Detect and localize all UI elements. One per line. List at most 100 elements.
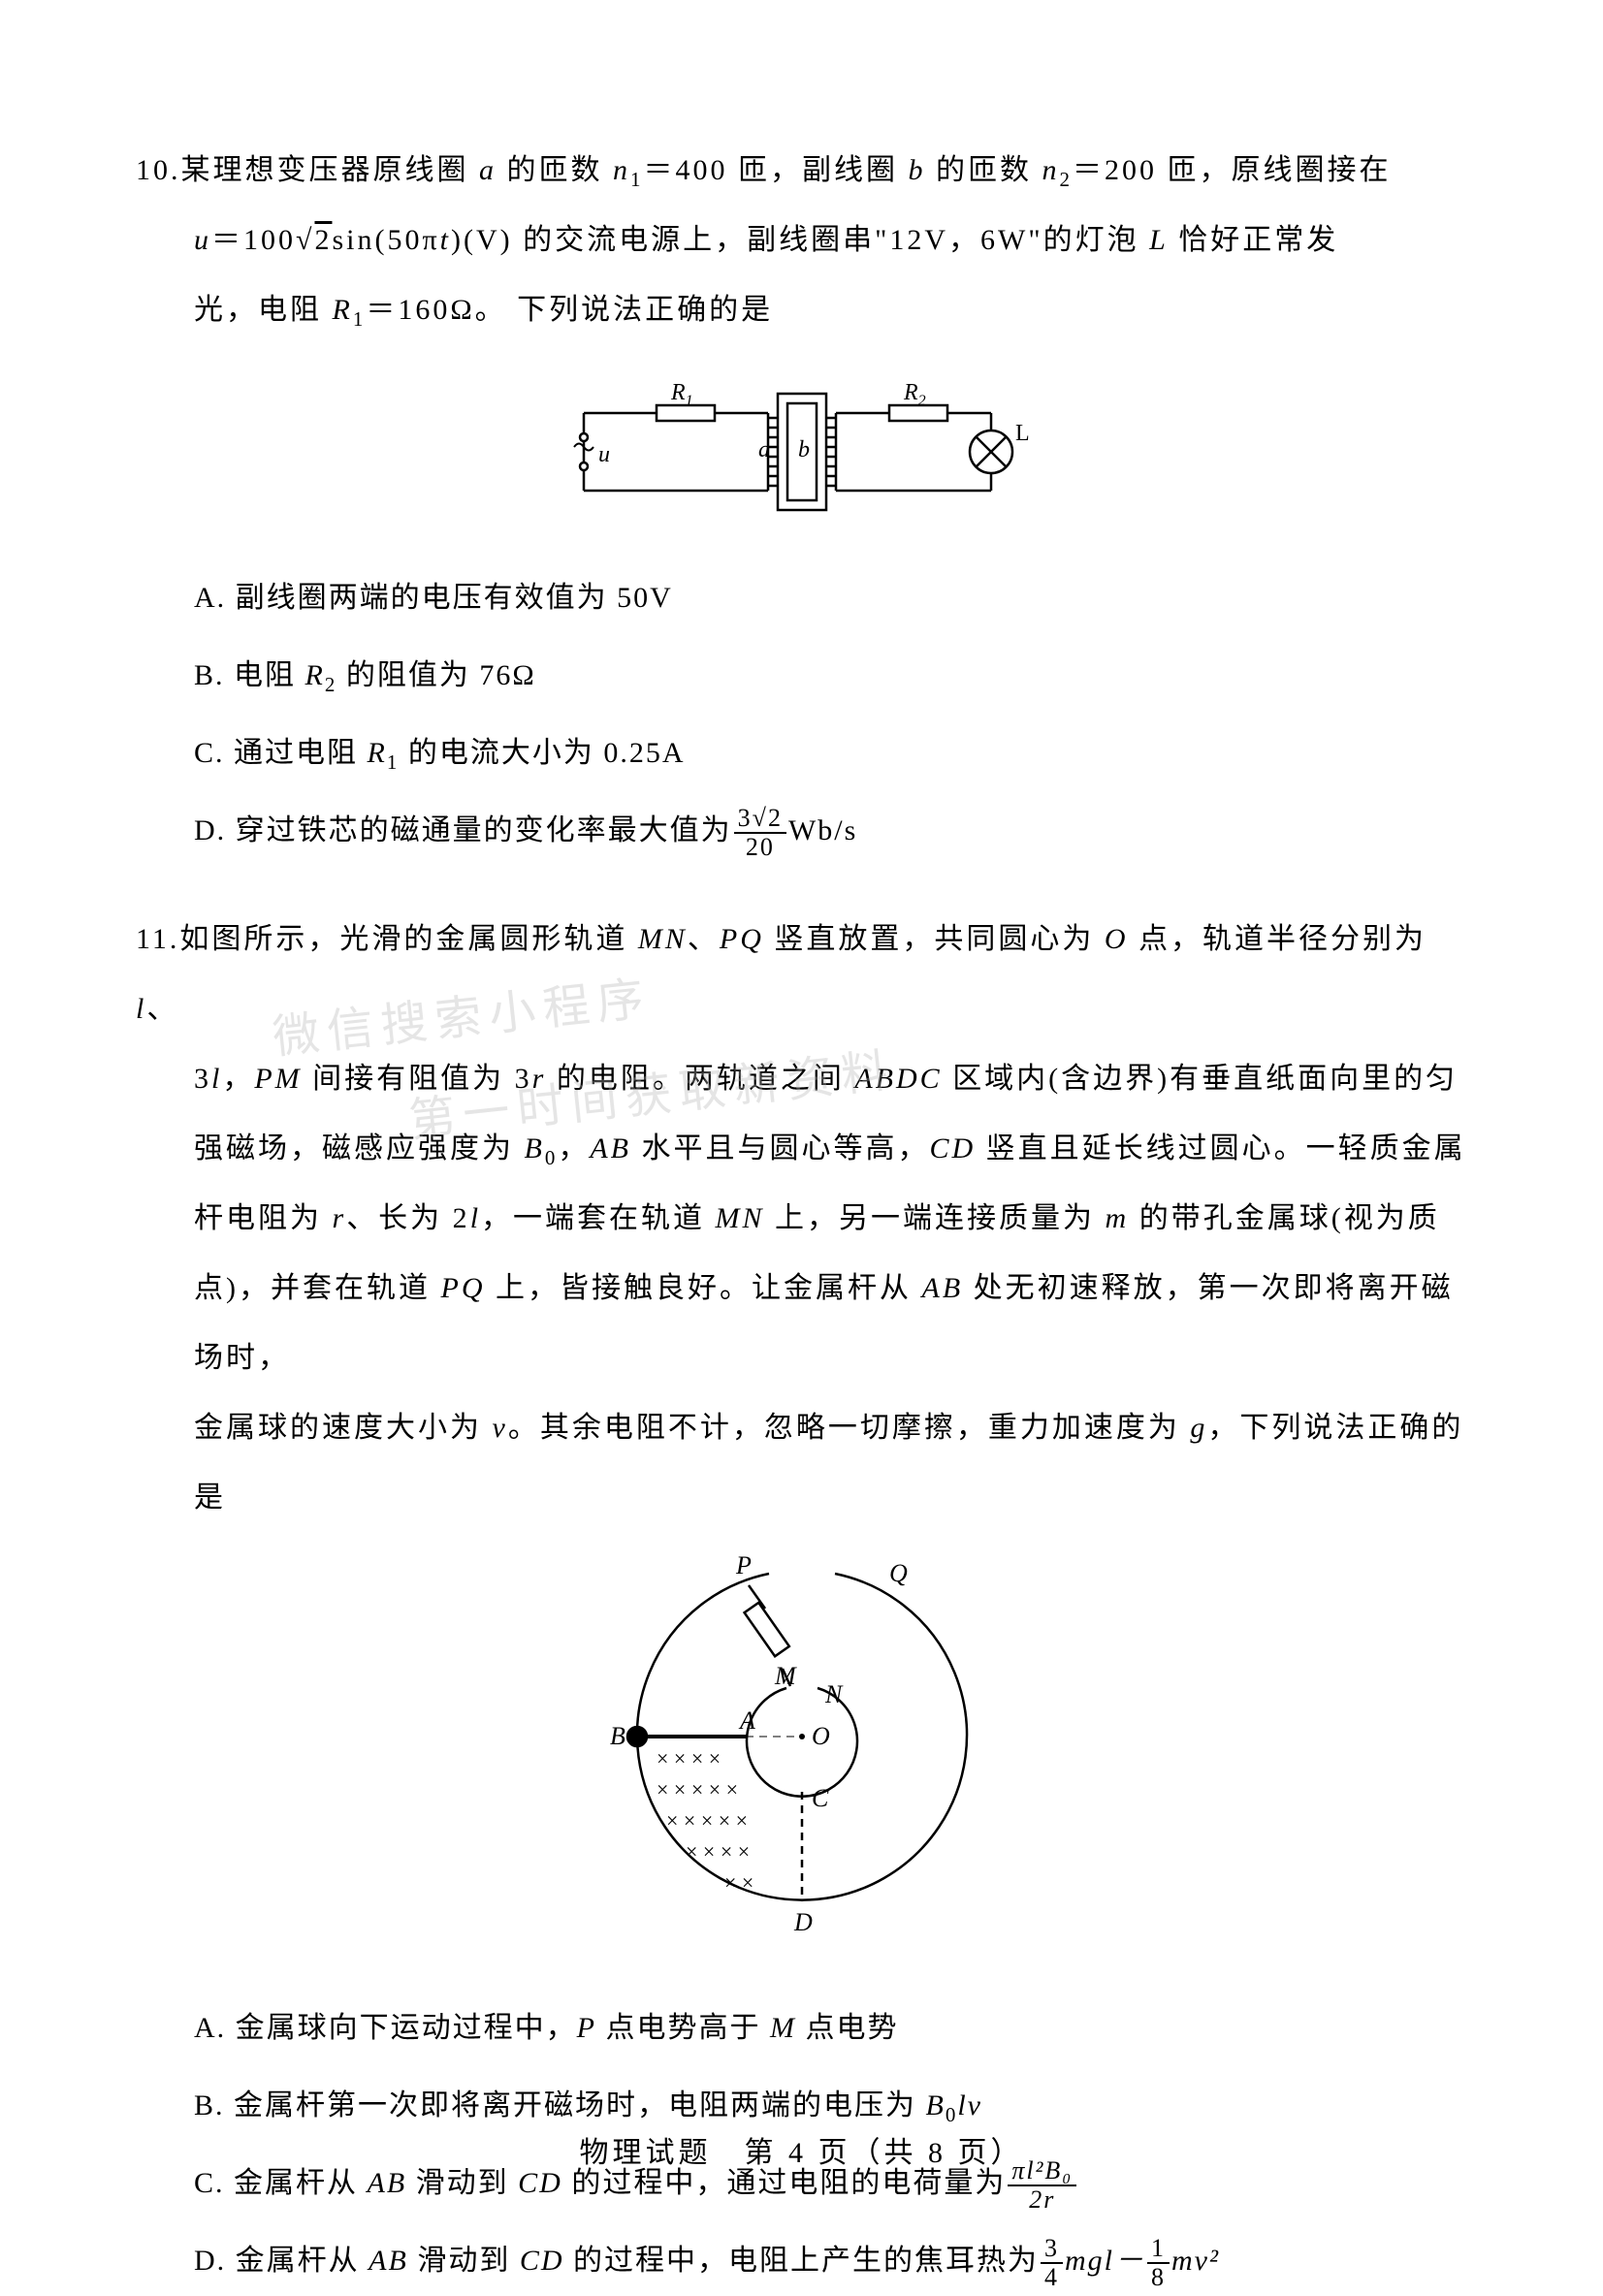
label-r2: R2 — [903, 380, 926, 409]
q10-optd-b: Wb/s — [788, 814, 857, 846]
q11-l2a: 3 — [194, 1063, 211, 1095]
q10-line2: u＝100√2sin(50πt)(V) 的交流电源上，副线圈串"12V，6W"的… — [136, 206, 1467, 275]
q11-opta-b: 点电势高于 — [596, 2012, 770, 2044]
q11-l2b: ， — [222, 1063, 254, 1095]
svg-text:× × × ×: × × × × — [657, 1746, 721, 1770]
q10-optd-num: 3√2 — [734, 805, 786, 835]
q11-l2c: 间接有阻值为 3 — [303, 1063, 532, 1095]
page-footer: 物理试题 第 4 页（共 8 页） — [0, 2128, 1603, 2171]
q11-diagram: × × × × × × × × × × × × × × × × × × × × … — [136, 1552, 1467, 1974]
q10-opt-d: D. 穿过铁芯的磁通量的变化率最大值为3√220Wb/s — [194, 796, 1467, 866]
q11-optd-f1n: 3 — [1041, 2235, 1063, 2265]
q11-l3b: ， — [558, 1132, 590, 1164]
q10-t1: 某理想变压器原线圈 — [181, 154, 480, 186]
label-a: a — [758, 437, 770, 462]
q11-optc-b: 滑动到 — [406, 2167, 518, 2199]
q10-optb-b: 的阻值为 76Ω — [337, 659, 535, 691]
lbl-m: M — [774, 1662, 797, 1690]
q11-optc-c: 的过程中，通过电阻的电荷量为 — [562, 2167, 1007, 2199]
q10-line3: 光，电阻 R1＝160Ω。 下列说法正确的是 — [136, 275, 1467, 345]
q10-opt-c: C. 通过电阻 R1 的电流大小为 0.25A — [194, 718, 1467, 788]
lbl-a: A — [738, 1706, 755, 1735]
q10-diagram: u R1 a b R2 L — [136, 365, 1467, 544]
q11-optd-f1d: 4 — [1041, 2264, 1063, 2292]
q10-l3a: 光，电阻 — [194, 294, 333, 326]
q11-l5b: 上，皆接触良好。让金属杆从 — [486, 1272, 922, 1304]
q10-optc-a: C. 通过电阻 — [194, 737, 368, 769]
q11-optb-a: B. 金属杆第一次即将离开磁场时，电阻两端的电压为 — [194, 2089, 926, 2121]
svg-text:× × × ×: × × × × — [686, 1839, 750, 1864]
q11-l4c: ，一端套在轨道 — [481, 1202, 716, 1234]
q10-t4: 的匝数 — [926, 154, 1042, 186]
q10-t5: ＝200 匝，原线圈接在 — [1073, 154, 1392, 186]
q11-opt-a: A. 金属球向下运动过程中，P 点电势高于 M 点电势 — [194, 1993, 1467, 2063]
q11-optd-b: 滑动到 — [408, 2245, 520, 2277]
q11-l4d: 上，另一端连接质量为 — [765, 1202, 1106, 1234]
q10-number: 10. — [136, 154, 181, 186]
q11-l3a: 强磁场，磁感应强度为 — [194, 1132, 525, 1164]
q10-optd-a: D. 穿过铁芯的磁通量的变化率最大值为 — [194, 814, 732, 846]
q10-optd-den: 20 — [734, 834, 786, 862]
q11-l2d: 的电阻。两轨道之间 — [546, 1063, 854, 1095]
svg-text:× × × × ×: × × × × × — [666, 1808, 748, 1833]
q10-opt-a: A. 副线圈两端的电压有效值为 50V — [194, 563, 1467, 633]
label-b: b — [798, 437, 810, 462]
q11-line4: 杆电阻为 r、长为 2l，一端套在轨道 MN 上，另一端连接质量为 m 的带孔金… — [136, 1184, 1467, 1254]
q11-line5: 点)，并套在轨道 PQ 上，皆接触良好。让金属杆从 AB 处无初速释放，第一次即… — [136, 1254, 1467, 1393]
q11-l1a: 如图所示，光滑的金属圆形轨道 — [179, 923, 638, 955]
question-10: 10.某理想变压器原线圈 a 的匝数 n1＝400 匝，副线圈 b 的匝数 n2… — [136, 136, 1467, 866]
q10-optb-a: B. 电阻 — [194, 659, 305, 691]
q11-l1d: 点，轨道半径分别为 — [1129, 923, 1427, 955]
label-r1: R1 — [670, 380, 693, 409]
q10-opt-b: B. 电阻 R2 的阻值为 76Ω — [194, 641, 1467, 711]
q11-optd-mid: mgl－ — [1065, 2245, 1145, 2277]
q10-t2: 的匝数 — [497, 154, 613, 186]
label-u: u — [598, 442, 610, 467]
q11-l4b: 、长为 2 — [346, 1202, 470, 1234]
q11-l1b: 、 — [688, 923, 720, 955]
q11-opta-c: 点电势 — [796, 2012, 899, 2044]
q11-line2: 3l，PM 间接有阻值为 3r 的电阻。两轨道之间 ABDC 区域内(含边界)有… — [136, 1044, 1467, 1114]
q11-optc-den: 2r — [1029, 2185, 1055, 2214]
q11-l5a: 点)，并套在轨道 — [194, 1272, 441, 1304]
q11-optd-a: D. 金属杆从 — [194, 2245, 369, 2277]
q11-l4a: 杆电阻为 — [194, 1202, 333, 1234]
q10-t3: ＝400 匝，副线圈 — [644, 154, 909, 186]
q11-l4e: 的带孔金属球(视为质 — [1129, 1202, 1440, 1234]
q11-l3d: 竖直且延长线过圆心。一轻质金属 — [976, 1132, 1466, 1164]
q11-l2e: 区域内(含边界)有垂直纸面向里的匀 — [943, 1063, 1458, 1095]
q11-optd-c: 的过程中，电阻上产生的焦耳热为 — [564, 2245, 1040, 2277]
lbl-p: P — [735, 1552, 752, 1579]
q11-l1c: 竖直放置，共同圆心为 — [764, 923, 1105, 955]
transformer-circuit-svg: u R1 a b R2 L — [530, 365, 1074, 539]
svg-text:× × × × ×: × × × × × — [657, 1777, 738, 1802]
q11-optd-f2n: 1 — [1147, 2235, 1170, 2265]
lbl-n: N — [824, 1680, 844, 1708]
lbl-d: D — [793, 1908, 813, 1936]
q11-l1e: 、 — [146, 993, 178, 1025]
q10-l2d: 恰好正常发 — [1169, 224, 1339, 256]
lbl-q: Q — [889, 1559, 908, 1587]
q10-options: A. 副线圈两端的电压有效值为 50V B. 电阻 R2 的阻值为 76Ω C.… — [136, 563, 1467, 866]
lbl-o: O — [812, 1722, 830, 1750]
q10-l3b: ＝160Ω。 下列说法正确的是 — [366, 294, 773, 326]
lbl-bb: B — [610, 1722, 625, 1750]
q11-line6: 金属球的速度大小为 v。其余电阻不计，忽略一切摩擦，重力加速度为 g，下列说法正… — [136, 1393, 1467, 1533]
q11-line3: 强磁场，磁感应强度为 B0，AB 水平且与圆心等高，CD 竖直且延长线过圆心。一… — [136, 1114, 1467, 1184]
label-l: L — [1015, 421, 1030, 446]
q11-l3c: 水平且与圆心等高， — [631, 1132, 930, 1164]
question-11: 11.如图所示，光滑的金属圆形轨道 MN 、 P Q 竖直放置，共同圆心为 O 点，轨… — [136, 905, 1467, 2296]
q10-l2b: sin(50π — [332, 224, 439, 256]
svg-text:× ×: × × — [724, 1870, 753, 1895]
q11-opt-d: D. 金属杆从 AB 滑动到 CD 的过程中，电阻上产生的焦耳热为34mgl－1… — [194, 2226, 1467, 2296]
q11-number: 11. — [136, 923, 179, 955]
q11-l6a: 金属球的速度大小为 — [194, 1412, 493, 1444]
q10-l2a: ＝100 — [211, 224, 296, 256]
q11-line1: 11.如图所示，光滑的金属圆形轨道 MN、PQ 竖直放置，共同圆心为 O 点，轨… — [136, 905, 1467, 1044]
lbl-c: C — [812, 1784, 829, 1812]
q11-opta-a: A. 金属球向下运动过程中， — [194, 2012, 577, 2044]
q10-optc-b: 的电流大小为 0.25A — [399, 737, 685, 769]
q10-stem: 10.某理想变压器原线圈 a 的匝数 n1＝400 匝，副线圈 b 的匝数 n2… — [136, 136, 1467, 206]
q11-optc-a: C. 金属杆从 — [194, 2167, 368, 2199]
q10-l2c: )(V) 的交流电源上，副线圈串"12V，6W"的灯泡 — [451, 224, 1149, 256]
